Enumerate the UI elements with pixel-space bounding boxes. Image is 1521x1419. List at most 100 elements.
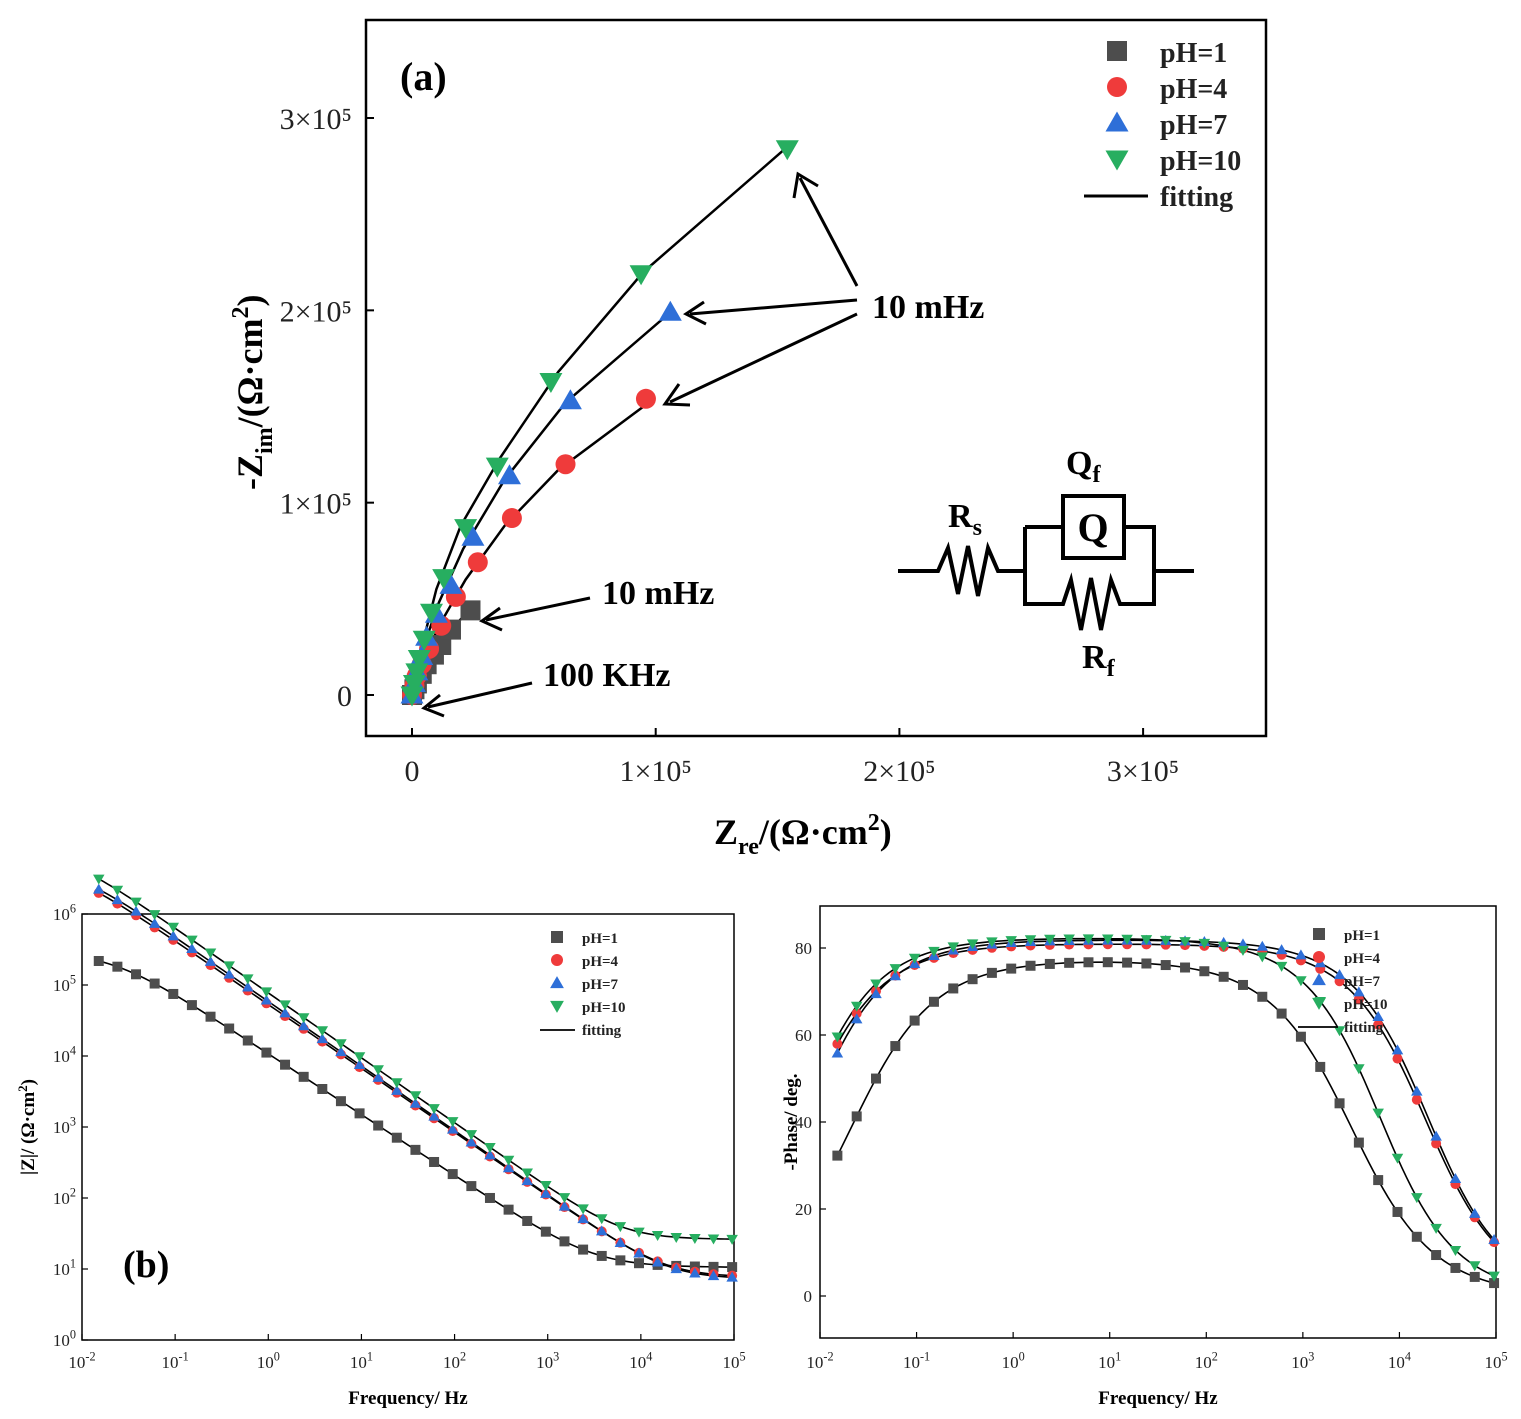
x-tick-label: 3×10⁵ — [1107, 755, 1179, 788]
y-tick-label: 0 — [337, 680, 352, 713]
point-ph7 — [850, 1013, 863, 1024]
point-ph1 — [503, 1204, 514, 1215]
point-ph1 — [1102, 957, 1113, 968]
arrow-head — [792, 171, 819, 199]
point-ph10 — [391, 1078, 403, 1089]
y-tick-label: 104 — [53, 1043, 76, 1066]
point-ph1 — [224, 1023, 235, 1034]
point-ph10 — [1295, 976, 1307, 987]
point-ph7 — [1391, 1044, 1404, 1055]
y-tick-label: 106 — [53, 901, 76, 924]
point-ph1 — [1160, 960, 1171, 971]
point-ph7 — [577, 1213, 589, 1224]
bode-modulus-y-axis-title: |Z|/ (Ω·cm2) — [15, 1079, 39, 1175]
x-tick-label: 102 — [443, 1349, 466, 1372]
point-ph1 — [928, 996, 939, 1007]
point-ph10 — [775, 140, 799, 161]
point-ph10 — [1488, 1271, 1500, 1282]
legend-marker-ph1 — [1107, 41, 1127, 61]
point-ph1 — [832, 1150, 843, 1161]
point-ph1 — [689, 1261, 700, 1272]
point-ph10 — [1140, 935, 1153, 946]
point-ph1 — [1295, 1031, 1306, 1042]
point-ph1 — [466, 1181, 477, 1192]
x-tick-label: 1×10⁵ — [620, 755, 692, 788]
point-ph4 — [501, 508, 522, 529]
y-tick-label: 80 — [795, 939, 812, 958]
panel-a-label: (a) — [400, 54, 447, 99]
annotation-10mhz-upper: 10 mHz — [872, 289, 984, 326]
point-ph7 — [167, 930, 180, 941]
legend-label-fitting: fitting — [582, 1023, 622, 1039]
point-ph4 — [1392, 1053, 1403, 1064]
point-ph1 — [615, 1255, 626, 1266]
point-ph10 — [93, 874, 105, 885]
point-ph1 — [410, 1144, 421, 1155]
point-ph7 — [242, 981, 254, 992]
point-ph10 — [670, 1232, 683, 1243]
point-ph10 — [558, 1193, 571, 1204]
arrow-head — [662, 383, 691, 407]
point-ph7 — [1469, 1207, 1481, 1218]
point-ph1 — [890, 1041, 901, 1052]
x-tick-label: 101 — [1098, 1349, 1121, 1372]
legend-label-fitting: fitting — [1160, 182, 1233, 213]
point-ph1 — [633, 1258, 644, 1269]
point-ph7 — [279, 1007, 291, 1018]
nyquist-panel: 0 1×10⁵ 2×10⁵ 3×10⁵ 0 1×10⁵ 2×10⁵ 3×10⁵ (a) Zre… — [228, 18, 1268, 860]
point-ph10 — [1063, 934, 1075, 945]
point-ph7 — [428, 1110, 440, 1121]
arrow-head — [683, 300, 707, 326]
point-ph10 — [521, 1168, 533, 1179]
point-ph7 — [1333, 969, 1346, 980]
point-ph1 — [1469, 1271, 1480, 1282]
point-ph1 — [1025, 960, 1036, 971]
point-ph1 — [540, 1226, 551, 1237]
point-ph4 — [635, 388, 656, 409]
point-ph10 — [947, 942, 960, 953]
point-ph7 — [461, 525, 485, 546]
point-ph7 — [558, 389, 582, 410]
point-ph10 — [595, 1214, 608, 1225]
point-ph10 — [1372, 1108, 1384, 1119]
point-ph1 — [1064, 957, 1075, 968]
x-tick-label: 0 — [405, 755, 420, 788]
bode-phase-panel: 10-2 10-1 100 101 102 103 104 105 0 20 40 60 80 pH=1… — [781, 905, 1508, 1409]
point-ph10 — [1430, 1223, 1442, 1234]
point-ph4 — [832, 1038, 843, 1049]
point-ph10 — [539, 373, 563, 394]
point-ph10 — [446, 1117, 459, 1128]
nyquist-y-axis-title: -Zim/(Ω·cm2) — [228, 295, 278, 490]
point-ph1 — [1373, 1175, 1384, 1186]
point-ph10 — [400, 686, 424, 707]
point-ph10 — [1082, 934, 1095, 945]
point-ph1 — [1431, 1250, 1442, 1261]
legend-marker-ph10 — [550, 1000, 564, 1013]
legend-label-ph7: pH=7 — [1344, 974, 1381, 990]
point-ph1 — [559, 1236, 570, 1247]
point-ph7 — [1295, 949, 1307, 960]
point-ph1 — [298, 1071, 309, 1082]
point-ph10 — [1159, 935, 1172, 946]
point-ph7 — [484, 1149, 496, 1160]
legend-marker-ph10 — [1312, 997, 1326, 1010]
legend-label-ph1: pH=1 — [1344, 928, 1380, 944]
point-ph10 — [1237, 945, 1249, 956]
y-tick-label: 1×10⁵ — [280, 488, 352, 521]
x-tick-label: 103 — [1291, 1349, 1314, 1372]
fit-line-ph10 — [98, 878, 735, 1240]
legend-label-ph7: pH=7 — [1160, 110, 1227, 141]
legend-label-ph1: pH=1 — [582, 931, 618, 947]
point-ph10 — [260, 987, 273, 998]
legend-marker-ph7 — [550, 976, 564, 989]
point-ph10 — [908, 953, 921, 964]
nyquist-axes: 0 1×10⁵ 2×10⁵ 3×10⁵ 0 1×10⁵ 2×10⁵ 3×10⁵ — [280, 103, 1180, 788]
point-ph1 — [149, 978, 160, 989]
point-ph7 — [439, 573, 463, 594]
legend-label-ph4: pH=4 — [1344, 951, 1381, 967]
legend-marker-ph10 — [1105, 150, 1129, 171]
nyquist-legend: pH=1 pH=4 pH=7 pH=10 fitting — [1084, 38, 1241, 213]
point-ph10 — [629, 265, 653, 286]
point-ph7 — [446, 1123, 459, 1134]
x-tick-label: 103 — [536, 1349, 559, 1372]
